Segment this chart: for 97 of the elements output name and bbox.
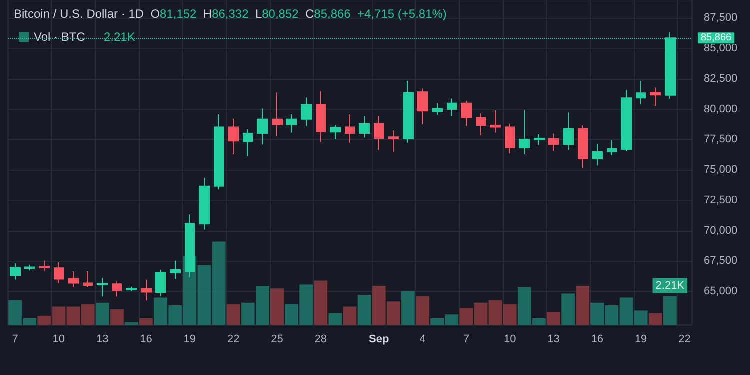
candlestick	[185, 214, 195, 278]
candlestick	[214, 114, 224, 190]
candlestick	[97, 278, 108, 298]
candlestick	[10, 263, 21, 280]
candlestick	[170, 260, 181, 280]
x-tick-label: 10	[504, 334, 516, 346]
candlestick	[330, 124, 341, 140]
candlestick	[301, 97, 312, 127]
text: Bitcoin / U.S. Dollar · 1D	[14, 7, 144, 21]
x-tick-label: Sep	[369, 334, 390, 346]
candlestick	[374, 116, 384, 151]
candlestick	[388, 130, 399, 152]
x-tick-label: 13	[96, 334, 109, 346]
text: 2.21K	[104, 30, 136, 44]
candlestick	[621, 90, 632, 152]
y-tick-label: 85,000	[704, 42, 738, 55]
x-tick-label: 28	[314, 334, 328, 346]
candlestick	[505, 123, 515, 154]
x-tick-label: 22	[678, 334, 691, 346]
candlestick	[447, 98, 457, 117]
bar	[416, 296, 430, 325]
data-label: 2.21K	[656, 280, 686, 292]
candlestick	[359, 116, 370, 138]
x-tick-label: 16	[591, 334, 604, 346]
candlestick	[24, 264, 35, 272]
bar	[402, 291, 415, 325]
y-tick-label: 72,500	[704, 194, 738, 206]
candlestick	[316, 90, 326, 143]
bar	[270, 288, 284, 325]
candlestick	[243, 129, 253, 157]
candlestick	[257, 108, 268, 146]
candlestick	[272, 92, 283, 137]
y-tick-label: 80,000	[704, 103, 738, 116]
candlestick	[578, 125, 588, 168]
candlestick	[650, 87, 661, 107]
candlestick	[534, 134, 545, 146]
x-tick-label: 7	[12, 334, 18, 346]
annotation: H86,332	[203, 7, 250, 21]
bar	[314, 280, 328, 325]
annotation: O81,152	[150, 7, 198, 21]
x-tick-label: 25	[271, 334, 284, 346]
x-tick-label: 19	[184, 334, 196, 346]
y-tick-label: 82,500	[704, 72, 738, 85]
candlestick	[68, 271, 79, 288]
x-tick-label: 22	[227, 334, 240, 346]
y-tick-label: 67,500	[704, 255, 738, 268]
candlestick	[563, 112, 574, 151]
candlestick	[112, 281, 122, 298]
candlestick	[126, 286, 137, 292]
candlestick	[286, 114, 297, 134]
bar	[547, 312, 560, 325]
x-tick-label: 4	[420, 334, 426, 346]
bar	[562, 294, 575, 325]
candlestick	[83, 271, 93, 288]
candlestick	[141, 279, 152, 302]
candlestick	[417, 88, 428, 126]
y-tick-label: 65,000	[704, 286, 738, 298]
x-tick-label: 19	[634, 334, 648, 346]
bar	[328, 313, 342, 325]
bar	[576, 286, 590, 325]
bar	[648, 313, 662, 325]
x-tick-label: 13	[548, 334, 560, 346]
bar	[663, 296, 677, 325]
candlestick	[592, 143, 603, 166]
y-tick-label: 70,000	[704, 224, 738, 237]
annotation: C85,866	[305, 7, 352, 21]
bar	[140, 318, 153, 325]
ref-line-label: 85,866	[701, 32, 732, 44]
candlestick	[519, 110, 530, 156]
candlestick	[155, 269, 166, 298]
y-tick-label: 77,500	[704, 134, 738, 146]
candlestick	[432, 102, 443, 116]
candlestick	[461, 100, 472, 127]
candlestick	[607, 140, 617, 156]
candlestick	[548, 133, 559, 152]
x-tick-label: 10	[52, 334, 66, 346]
annotation: +4,715 (+5.81%)	[358, 7, 447, 21]
candlestick	[54, 262, 64, 284]
y-tick-label: 87,500	[704, 12, 738, 24]
x-tick-label: 7	[463, 334, 470, 346]
bar	[358, 295, 372, 325]
bar	[343, 306, 357, 325]
bar	[96, 302, 110, 325]
candlestick	[345, 114, 355, 144]
candlestick	[39, 260, 50, 272]
annotation: L80,852	[255, 7, 300, 21]
candlestick	[403, 80, 414, 144]
x-tick-label: 16	[140, 334, 152, 346]
candlestick	[636, 80, 646, 105]
candlestick	[228, 118, 239, 156]
bar	[125, 322, 138, 325]
bar	[226, 304, 240, 325]
candlestick	[490, 110, 501, 134]
bar	[110, 309, 124, 325]
y-tick-label: 75,000	[704, 164, 738, 176]
candlestick	[476, 112, 486, 136]
candlestick	[199, 177, 210, 230]
